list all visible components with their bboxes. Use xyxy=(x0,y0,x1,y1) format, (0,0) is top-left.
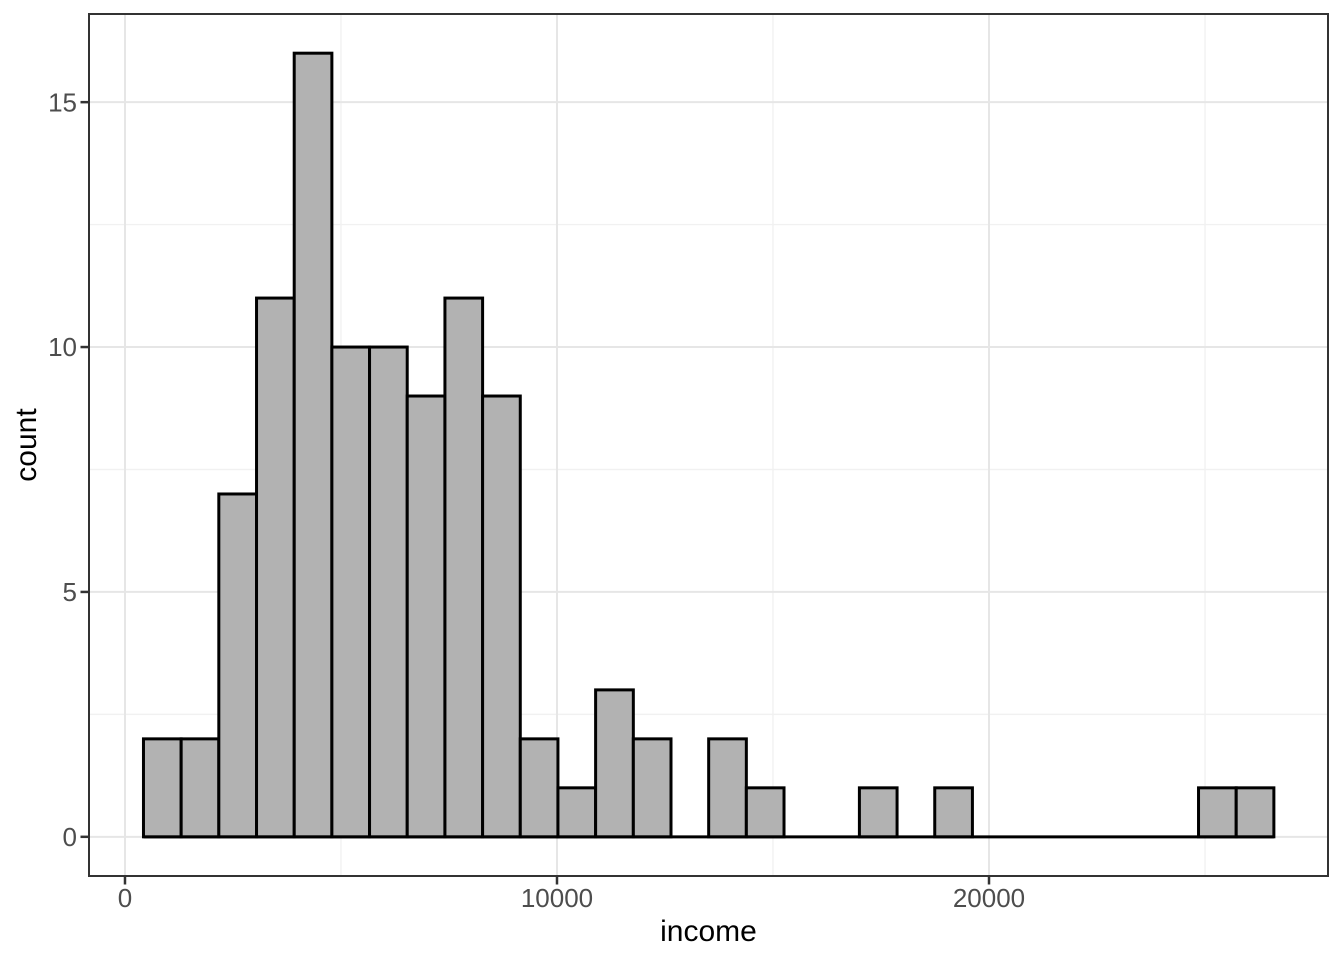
x-tick-label: 20000 xyxy=(953,883,1025,913)
histogram-bar xyxy=(744,786,786,839)
histogram-bar xyxy=(594,688,635,839)
histogram-bar xyxy=(556,786,598,839)
y-tick-label: 5 xyxy=(63,577,77,607)
histogram-bar xyxy=(631,737,673,839)
histogram-bar xyxy=(481,394,522,839)
histogram-bar xyxy=(141,737,183,839)
y-tick-label: 0 xyxy=(63,822,77,852)
y-tick-label: 15 xyxy=(48,87,77,117)
histogram-bar xyxy=(255,296,296,839)
panel-border xyxy=(88,13,1329,877)
histogram-bar xyxy=(1234,786,1276,839)
x-axis-title: income xyxy=(660,915,757,948)
histogram-bar xyxy=(368,345,409,839)
histogram-bar xyxy=(1197,786,1238,839)
histogram-bar xyxy=(330,345,372,839)
histogram-bar xyxy=(707,737,748,839)
histogram-bar xyxy=(933,786,974,839)
x-tick-label: 0 xyxy=(118,883,132,913)
histogram-bar xyxy=(217,492,259,839)
y-tick-label: 10 xyxy=(48,332,77,362)
histogram-bar xyxy=(857,786,899,839)
histogram-bar xyxy=(443,296,485,839)
histogram-bar xyxy=(518,737,560,839)
y-axis-title: count xyxy=(10,408,43,482)
x-tick-label: 10000 xyxy=(521,883,593,913)
histogram-bar xyxy=(179,737,221,839)
histogram-bar xyxy=(405,394,447,839)
histogram-bar xyxy=(292,51,334,839)
